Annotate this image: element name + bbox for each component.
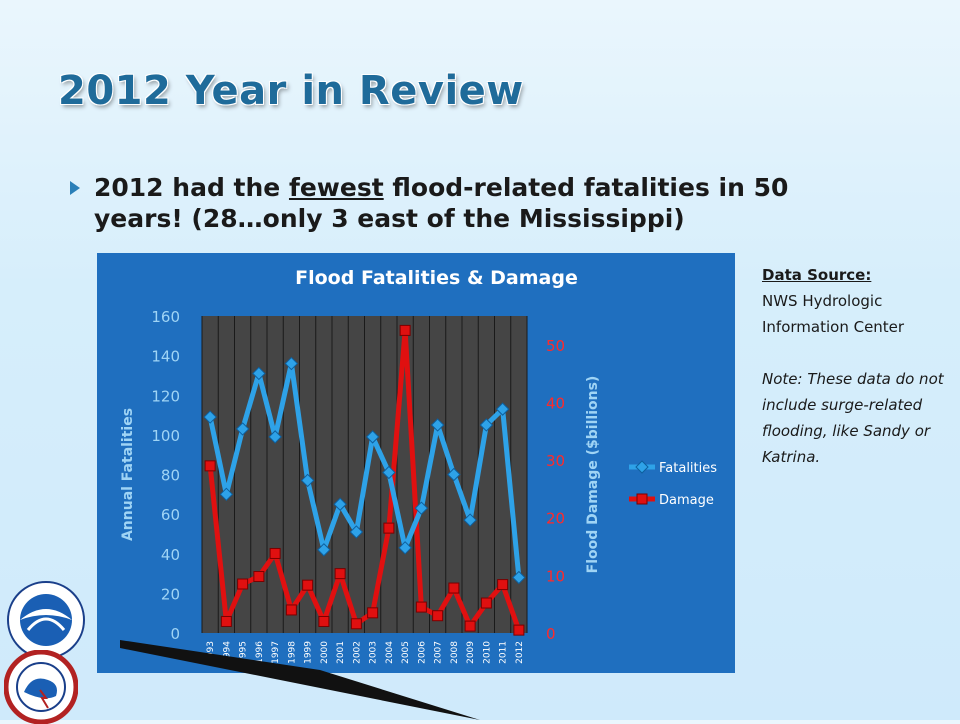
y-tick-label: 100 [151, 427, 180, 445]
y-tick-label: 140 [151, 348, 180, 366]
x-tick-label: 2011 [499, 641, 509, 664]
fatalities-point [512, 570, 526, 585]
x-tick-label: 1995 [239, 641, 249, 664]
fatalities-point [235, 422, 250, 436]
damage-point [269, 547, 281, 559]
legend-fatalities-marker [635, 460, 649, 474]
y-tick-label: 60 [161, 506, 180, 524]
damage-point [204, 460, 216, 472]
damage-point [334, 568, 346, 580]
x-tick-label: 2003 [369, 641, 379, 664]
fatalities-point [203, 410, 217, 424]
legend-damage-marker [636, 493, 648, 505]
damage-point [285, 604, 297, 616]
damage-point [220, 615, 232, 627]
damage-point [480, 597, 492, 609]
damage-point [432, 610, 444, 622]
x-tick-label: 2008 [450, 641, 460, 664]
fatalities-point [219, 487, 234, 502]
y2-tick-label: 20 [546, 510, 565, 528]
y2-tick-label: 30 [546, 452, 565, 470]
x-tick-label: 1994 [222, 641, 232, 664]
data-note: Note: These data do not include surge-re… [762, 370, 944, 466]
damage-point [253, 571, 265, 583]
fatalities-point [268, 430, 282, 444]
y2-tick-label: 50 [546, 337, 565, 355]
x-tick-label: 2012 [515, 641, 525, 664]
chart-title: Flood Fatalities & Damage [295, 267, 578, 289]
flood-chart: Flood Fatalities & Damage 0 20 40 60 80 100 120… [97, 253, 735, 673]
damage-point [399, 324, 411, 336]
data-source-text: NWS Hydrologic Information Center [762, 292, 905, 336]
y-axis-label: Annual Fatalities [120, 408, 136, 541]
damage-point [318, 615, 330, 627]
y-tick-label: 0 [170, 625, 180, 643]
y-tick-label: 40 [161, 546, 180, 564]
x-tick-label: 2001 [336, 641, 346, 664]
y2-axis-label: Flood Damage ($billions) [585, 376, 601, 574]
x-tick-label: 2004 [385, 641, 395, 664]
x-tick-label: 1999 [304, 641, 314, 664]
x-tick-label: 2002 [352, 641, 362, 664]
x-tick-label: 2009 [466, 641, 476, 664]
y-tick-label: 80 [161, 467, 180, 485]
bullet-point: 2012 had the fewest flood-related fatali… [70, 172, 830, 234]
damage-point [383, 522, 395, 534]
bullet-text-pre: 2012 had the [94, 173, 289, 202]
noaa-logo [7, 581, 85, 659]
x-tick-label: 2000 [320, 641, 330, 664]
x-tick-label: 2007 [434, 641, 444, 664]
bullet-text-post: flood-related fatalities in 50 years! (2… [94, 173, 789, 233]
damage-point [237, 578, 249, 590]
fatalities-point [349, 525, 364, 539]
x-tick-label: 2005 [401, 641, 411, 664]
y-tick-label: 160 [151, 308, 180, 326]
y2-tick-label: 0 [546, 625, 556, 643]
fatalities-point [252, 366, 266, 381]
fatalities-point [333, 497, 347, 511]
fatalities-point [479, 418, 494, 432]
fatalities-point [430, 418, 445, 432]
bullet-text-underlined: fewest [288, 173, 384, 202]
y-tick-label: 120 [151, 387, 180, 405]
bullet-arrow-icon [70, 181, 80, 195]
damage-point [415, 601, 427, 613]
damage-point [367, 607, 379, 619]
x-tick-label: 1993 [206, 641, 216, 664]
x-tick-label: 1996 [255, 641, 265, 664]
fatalities-point [447, 467, 461, 482]
fatalities-point [414, 501, 429, 515]
decorative-arrow [120, 640, 480, 720]
fatalities-point [317, 543, 331, 557]
fatalities-point [463, 513, 477, 527]
fatalities-point [398, 541, 412, 555]
fatalities-point [365, 430, 380, 444]
y2-tick-label: 40 [546, 394, 565, 412]
fatalities-point [495, 402, 510, 416]
national-weather-service-logo [4, 650, 78, 724]
data-source-title: Data Source: [762, 266, 872, 284]
damage-point [448, 582, 460, 594]
fatalities-series-line [207, 361, 522, 578]
damage-point [302, 579, 314, 591]
damage-point [464, 620, 476, 632]
bullet-text: 2012 had the fewest flood-related fatali… [94, 172, 830, 234]
y2-tick-label: 10 [546, 567, 565, 585]
fatalities-point [284, 356, 299, 371]
damage-point [513, 624, 525, 636]
damage-point [497, 579, 509, 591]
x-tick-label: 1998 [287, 641, 297, 664]
legend-damage-label: Damage [659, 493, 714, 508]
slide-title: 2012 Year in Review [58, 68, 524, 114]
x-tick-label: 2010 [482, 641, 492, 664]
fatalities-point [300, 473, 315, 488]
y-tick-label: 20 [161, 585, 180, 603]
damage-point [350, 618, 362, 630]
chart-svg: Flood Fatalities & Damage020406080100120… [97, 253, 735, 673]
legend-fatalities-label: Fatalities [659, 461, 717, 476]
x-tick-label: 2006 [417, 641, 427, 664]
fatalities-point [382, 465, 396, 480]
data-source-panel: Data Source: NWS Hydrologic Information … [762, 262, 952, 470]
x-tick-label: 1997 [271, 641, 281, 664]
